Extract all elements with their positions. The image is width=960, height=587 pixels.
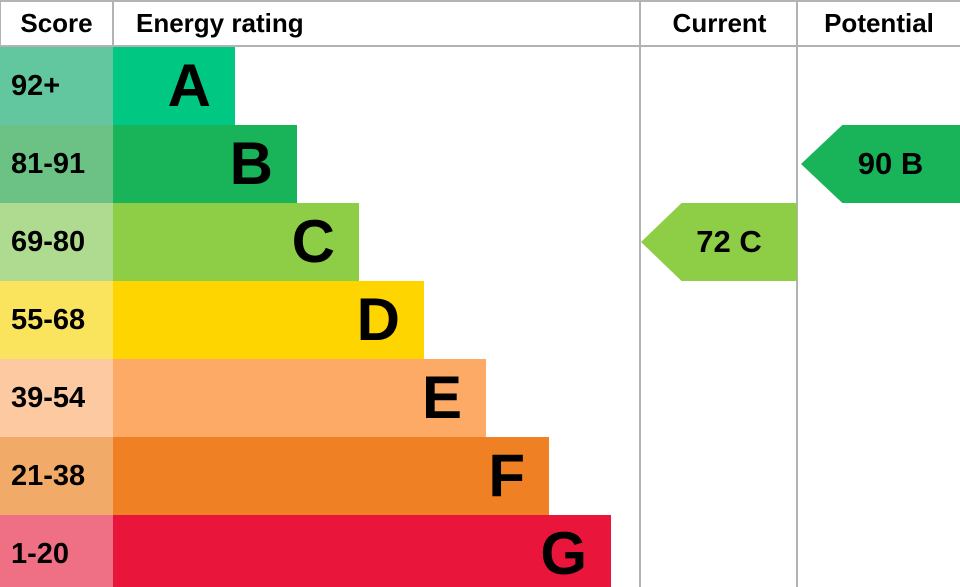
energy-rating-header-label: Energy rating <box>136 8 304 38</box>
band-bar-c: C <box>113 203 359 281</box>
score-cell-b: 81-91 <box>0 125 113 203</box>
band-bar-e: E <box>113 359 486 437</box>
score-cell-f: 21-38 <box>0 437 113 515</box>
score-column-header: Score <box>1 2 114 45</box>
band-row-f: 21-38 F <box>0 437 960 515</box>
score-range-label-b: 81-91 <box>11 147 86 180</box>
band-bar-b: B <box>113 125 297 203</box>
header-row: Score Energy rating Current Potential <box>0 0 960 47</box>
score-range-label-g: 1-20 <box>11 537 70 570</box>
band-row-c: 69-80 C <box>0 203 960 281</box>
potential-column-divider <box>796 0 798 587</box>
score-range-label-a: 92+ <box>11 69 61 102</box>
current-column-divider <box>639 0 641 587</box>
score-range-label-f: 21-38 <box>11 459 86 492</box>
band-bar-g: G <box>113 515 611 587</box>
current-column-header: Current <box>641 2 798 45</box>
score-cell-a: 92+ <box>0 47 113 125</box>
band-letter-g: G <box>540 520 587 587</box>
score-header-label: Score <box>20 8 93 38</box>
score-range-label-e: 39-54 <box>11 381 86 414</box>
score-cell-e: 39-54 <box>0 359 113 437</box>
band-bar-f: F <box>113 437 549 515</box>
band-bar-a: A <box>113 47 235 125</box>
band-bar-d: D <box>113 281 424 359</box>
score-cell-c: 69-80 <box>0 203 113 281</box>
score-range-label-c: 69-80 <box>11 225 86 258</box>
current-header-label: Current <box>672 8 767 38</box>
band-letter-e: E <box>421 364 462 431</box>
current-rating-label: 72 C <box>696 224 762 259</box>
band-letter-a: A <box>167 52 211 119</box>
potential-column-header: Potential <box>798 2 960 45</box>
potential-header-label: Potential <box>824 8 934 38</box>
band-letter-f: F <box>488 442 525 509</box>
score-cell-d: 55-68 <box>0 281 113 359</box>
potential-rating-label: 90 B <box>857 146 924 181</box>
band-letter-b: B <box>229 130 273 197</box>
band-letter-c: C <box>291 208 335 275</box>
band-row-d: 55-68 D <box>0 281 960 359</box>
band-row-e: 39-54 E <box>0 359 960 437</box>
score-cell-g: 1-20 <box>0 515 113 587</box>
band-row-a: 92+ A <box>0 47 960 125</box>
band-row-b: 81-91 B <box>0 125 960 203</box>
score-range-label-d: 55-68 <box>11 303 86 336</box>
energy-rating-column-header: Energy rating <box>114 2 641 45</box>
band-row-g: 1-20 G <box>0 515 960 587</box>
band-letter-d: D <box>356 286 400 353</box>
